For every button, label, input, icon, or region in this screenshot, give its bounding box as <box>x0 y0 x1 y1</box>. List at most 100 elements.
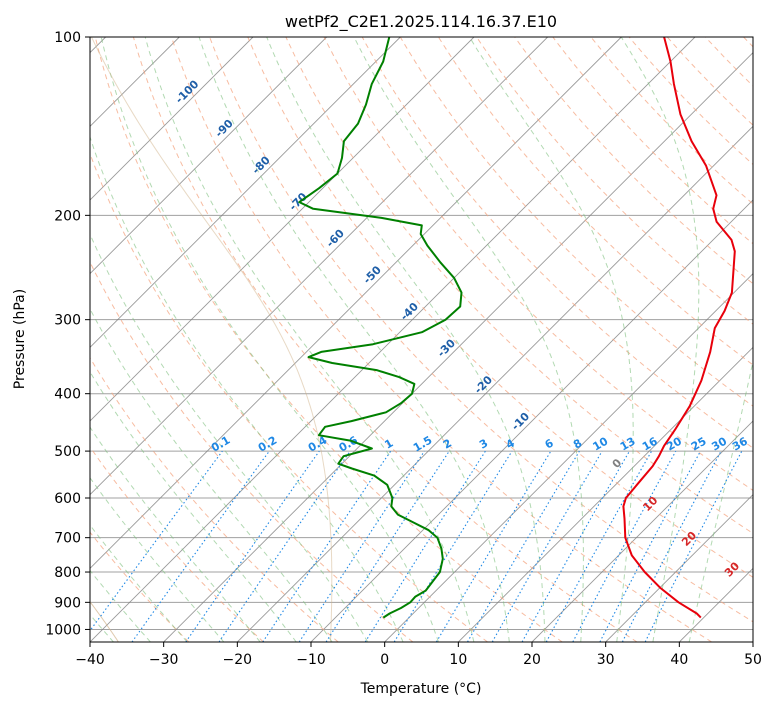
mixing-ratio-label: 4 <box>504 436 517 451</box>
dry-adiabat <box>90 356 339 642</box>
isotherm-line <box>384 273 753 642</box>
moist-adiabat <box>90 426 261 642</box>
x-tick-label: 30 <box>597 652 615 668</box>
dry-adiabat <box>209 37 753 623</box>
mixing-ratio-line <box>491 450 603 642</box>
y-tick-label: 900 <box>54 595 81 611</box>
isotherm-line <box>310 199 753 642</box>
x-tick-label: 50 <box>744 652 762 668</box>
isotherm-line <box>90 37 401 348</box>
moist-adiabat <box>144 37 475 642</box>
mixing-ratio-label: 6 <box>543 436 556 451</box>
y-axis: 100 200 300 400 500 600 700 800 900 1000 <box>45 30 90 638</box>
moist-adiabat <box>90 476 225 642</box>
dry-adiabat <box>94 37 563 642</box>
isotherm-line <box>90 37 327 275</box>
dry-adiabat <box>476 37 753 325</box>
moist-adiabat <box>469 37 634 642</box>
mixing-ratio-lines <box>90 450 743 642</box>
isotherm-line <box>458 346 753 642</box>
moist-adiabat-label: 20 <box>679 529 699 549</box>
mixing-ratio-line <box>185 450 320 642</box>
moist-adiabat <box>90 232 369 642</box>
moist-adiabat <box>620 37 700 642</box>
moist-adiabat <box>90 370 297 642</box>
mixing-ratio-line <box>572 450 677 642</box>
y-tick-label: 1000 <box>45 622 81 638</box>
moist-adiabat <box>100 37 439 642</box>
x-tick-label: −10 <box>296 652 326 668</box>
isotherm-line <box>90 37 548 496</box>
mixing-ratio-label: 2 <box>441 437 454 452</box>
moist-adiabat <box>90 308 333 642</box>
mixing-ratio-line <box>393 450 513 642</box>
mixing-ratio-line <box>90 450 223 632</box>
y-tick-label: 800 <box>54 565 81 581</box>
isotherm-line <box>90 37 254 201</box>
dry-adiabat <box>399 37 753 407</box>
x-tick-label: −20 <box>223 652 253 668</box>
dry-adiabat <box>552 37 753 245</box>
y-tick-label: 100 <box>54 30 81 46</box>
y-tick-label: 400 <box>54 387 81 403</box>
moist-adiabat-label: 10 <box>640 494 660 514</box>
isotherm-line <box>90 37 475 422</box>
moist-adiabat <box>353 37 584 642</box>
plot-frame <box>89 36 754 643</box>
moist-adiabat-label: 30 <box>722 559 742 579</box>
isotherm-line <box>679 567 753 642</box>
isotherm-line <box>90 37 622 569</box>
x-axis-title: Temperature (°C) <box>360 681 482 697</box>
isotherm-line <box>163 52 753 642</box>
mixing-ratio-line <box>521 450 630 642</box>
dry-adiabat-label: -70 <box>287 190 310 213</box>
y-tick-label: 700 <box>54 531 81 547</box>
dry-adiabat <box>90 260 414 642</box>
x-axis: −40 −30 −20 −10 0 10 20 30 40 50 <box>75 642 762 668</box>
isotherm-line <box>752 641 753 642</box>
lcl-curves <box>90 37 333 642</box>
moist-adiabat <box>688 358 753 642</box>
dry-adiabat <box>132 37 638 642</box>
dry-adiabat-label: -30 <box>435 336 458 359</box>
moist-adiabats <box>90 37 753 642</box>
mixing-ratio-line <box>325 450 450 642</box>
temperature-profile <box>622 37 736 619</box>
dry-adiabat <box>247 37 753 578</box>
dry-adiabat <box>437 37 753 366</box>
y-tick-label: 300 <box>54 313 81 329</box>
y-tick-label: 200 <box>54 208 81 224</box>
x-tick-label: 10 <box>449 652 467 668</box>
plot-area: 0.1 0.2 0.4 0.6 1 1.5 2 3 4 6 8 10 13 16 20 25 30 36-100-… <box>90 37 775 642</box>
dry-adiabat <box>90 531 190 642</box>
x-tick-label: 0 <box>380 652 389 668</box>
moist-adiabat <box>90 524 188 642</box>
profile-series <box>298 37 736 619</box>
isotherm-line <box>237 125 753 642</box>
mixing-ratio-line <box>545 450 653 642</box>
dry-adiabat <box>666 37 753 126</box>
isotherm-grid <box>90 37 753 642</box>
mixing-ratio-line <box>218 450 351 642</box>
lcl-curve <box>91 37 333 642</box>
isobar-grid <box>90 37 753 630</box>
dry-adiabat <box>361 37 753 449</box>
dry-adiabat-label: -20 <box>472 373 495 396</box>
x-tick-label: 20 <box>523 652 541 668</box>
x-tick-label: −30 <box>149 652 179 668</box>
x-tick-label: 40 <box>670 652 688 668</box>
dry-adiabat <box>590 37 753 205</box>
dewpoint-profile <box>298 37 463 619</box>
y-tick-label: 500 <box>54 444 81 460</box>
dry-adiabat <box>743 37 753 48</box>
mixing-ratio-line <box>131 450 270 642</box>
mixing-ratio-line <box>364 450 486 642</box>
y-tick-label: 600 <box>54 491 81 507</box>
mixing-ratio-label: 3 <box>477 437 490 452</box>
isotherm-line <box>531 420 753 642</box>
y-axis-title: Pressure (hPa) <box>12 289 28 389</box>
dry-adiabat-label: -50 <box>361 263 384 286</box>
dry-adiabat-label: -60 <box>324 227 347 250</box>
moist-adiabat-label: 40 <box>768 587 775 607</box>
